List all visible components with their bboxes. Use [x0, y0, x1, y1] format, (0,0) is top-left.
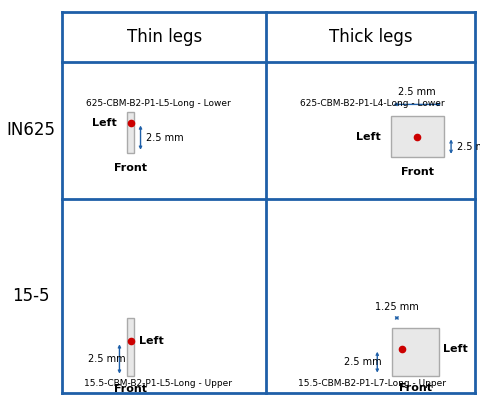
Text: Left: Left [92, 118, 117, 127]
Text: 2.5 mm: 2.5 mm [146, 133, 184, 143]
Text: 2.5 mm: 2.5 mm [457, 142, 480, 152]
Text: Front: Front [401, 167, 434, 177]
Text: IN625: IN625 [7, 121, 56, 139]
Bar [392, 328, 439, 376]
Text: 2.5 mm: 2.5 mm [398, 87, 436, 97]
Text: Left: Left [444, 344, 468, 354]
Text: 15-5: 15-5 [12, 287, 50, 305]
Text: Left: Left [356, 131, 381, 141]
Bar [127, 112, 134, 152]
Text: 2.5 mm: 2.5 mm [344, 357, 381, 367]
Text: Front: Front [114, 384, 147, 394]
Text: Thick legs: Thick legs [329, 28, 413, 46]
Text: 625-CBM-B2-P1-L5-Long - Lower: 625-CBM-B2-P1-L5-Long - Lower [86, 99, 231, 108]
Text: 1.25 mm: 1.25 mm [375, 302, 419, 312]
Text: 625-CBM-B2-P1-L4-Long - Lower: 625-CBM-B2-P1-L4-Long - Lower [300, 99, 444, 108]
Text: Thin legs: Thin legs [127, 28, 202, 46]
Bar [391, 116, 444, 157]
Text: Front: Front [114, 162, 147, 173]
Text: Left: Left [139, 337, 164, 347]
Bar [127, 318, 134, 376]
Text: 15.5-CBM-B2-P1-L7-Long - Upper: 15.5-CBM-B2-P1-L7-Long - Upper [298, 379, 446, 387]
Text: 2.5 mm: 2.5 mm [88, 354, 126, 364]
Text: Front: Front [399, 383, 432, 393]
Text: 15.5-CBM-B2-P1-L5-Long - Upper: 15.5-CBM-B2-P1-L5-Long - Upper [84, 379, 232, 387]
